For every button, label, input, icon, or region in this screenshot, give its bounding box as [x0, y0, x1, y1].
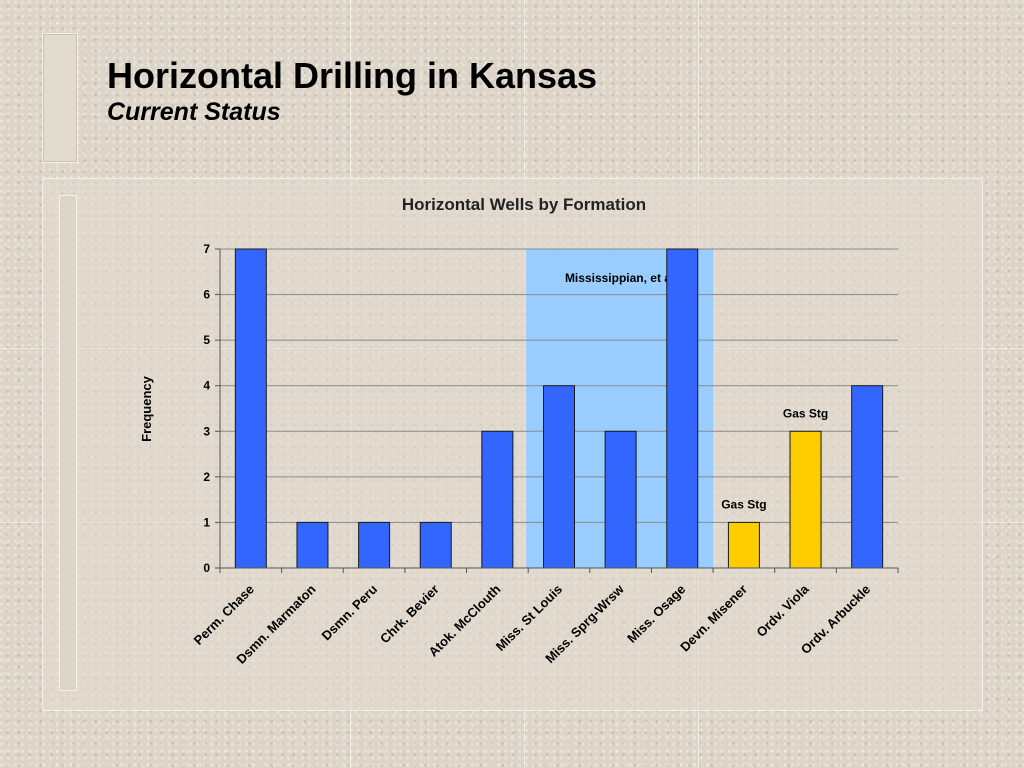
- x-tick-label: Dsmn. Peru: [319, 581, 381, 643]
- highlight-region-label: Mississippian, et al: [565, 271, 674, 285]
- bar: [727, 521, 760, 569]
- chart-title: Horizontal Wells by Formation: [402, 195, 646, 214]
- bar: [419, 521, 452, 569]
- y-tick-label: 3: [203, 424, 210, 438]
- y-tick-label: 2: [203, 470, 210, 484]
- chart-panel-side-bar: [59, 195, 77, 691]
- title-block: Horizontal Drilling in Kansas Current St…: [107, 55, 597, 127]
- bar: [543, 385, 575, 569]
- y-tick-label: 5: [203, 333, 210, 347]
- x-tick-label: Perm. Chase: [191, 582, 257, 648]
- bar: [604, 430, 637, 569]
- y-tick-label: 1: [203, 515, 210, 529]
- bar-annotation: Gas Stg: [721, 497, 766, 511]
- slide-subtitle: Current Status: [107, 98, 281, 126]
- x-tick-label: Ordv. Viola: [753, 581, 812, 640]
- bar: [234, 248, 267, 569]
- y-tick-label: 4: [203, 379, 210, 393]
- bar: [358, 521, 391, 569]
- slide-title: Horizontal Drilling in Kansas: [107, 55, 598, 96]
- y-tick-label: 7: [203, 242, 210, 256]
- y-tick-label: 0: [203, 561, 210, 575]
- bar: [789, 430, 822, 569]
- x-tick-label: Miss. Osage: [624, 582, 688, 646]
- bar: [481, 430, 514, 569]
- bar: [296, 521, 329, 569]
- bar: [666, 248, 699, 569]
- y-axis-label: Frequency: [139, 375, 154, 442]
- bar: [851, 385, 884, 569]
- bar-annotation: Gas Stg: [783, 406, 828, 420]
- x-tick-label: Chrk. Bevier: [377, 582, 442, 647]
- y-tick-label: 6: [203, 288, 210, 302]
- decorative-bar: [42, 33, 78, 163]
